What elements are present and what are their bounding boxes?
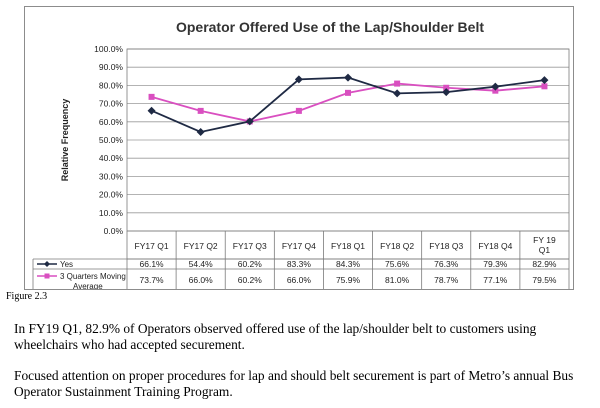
legend-key-marker [44, 273, 50, 279]
data-label: 73.7% [140, 275, 165, 285]
data-point [393, 89, 402, 98]
data-point [344, 73, 352, 82]
chart-title: Operator Offered Use of the Lap/Shoulder… [176, 19, 484, 35]
data-point [294, 75, 303, 84]
data-point [492, 87, 499, 94]
data-point [541, 83, 548, 90]
y-tick-label: 70.0% [99, 99, 124, 109]
x-tick-label: FY18 Q1 [331, 241, 365, 251]
chart-frame: Operator Offered Use of the Lap/Shoulder… [24, 6, 574, 290]
series-line-moving-average [151, 82, 545, 123]
data-label: 77.1% [483, 275, 508, 285]
y-tick-label: 50.0% [99, 135, 124, 145]
data-label: 78.7% [434, 275, 459, 285]
data-label: 66.0% [189, 275, 214, 285]
data-point [394, 80, 401, 87]
data-label: 60.2% [238, 259, 263, 269]
data-label: 66.0% [287, 275, 312, 285]
data-point [245, 117, 254, 126]
x-tick-label: FY17 Q1 [135, 241, 169, 251]
plot-area-border [126, 48, 570, 232]
data-label: 79.5% [532, 275, 557, 285]
y-tick-label: 100.0% [94, 44, 123, 54]
data-point [148, 93, 155, 100]
data-label: 60.2% [238, 275, 263, 285]
y-tick-label: 20.0% [99, 190, 124, 200]
y-tick-label: 0.0% [104, 226, 124, 236]
y-tick-label: 90.0% [99, 62, 124, 72]
data-label: 83.3% [287, 259, 312, 269]
line-chart: Operator Offered Use of the Lap/Shoulder… [32, 19, 570, 289]
x-tick-label: FY 19 Q1 [533, 235, 556, 255]
data-label: 54.4% [189, 259, 214, 269]
data-point [196, 127, 205, 136]
data-label: 79.3% [483, 259, 508, 269]
x-tick-label: FY18 Q3 [429, 241, 463, 251]
legend-label: 3 Quarters Moving Average [60, 272, 126, 289]
y-tick-label: 60.0% [99, 117, 124, 127]
data-label: 66.1% [140, 259, 165, 269]
data-point [442, 88, 451, 97]
data-point [540, 76, 549, 85]
data-label: 76.3% [434, 259, 459, 269]
data-point [345, 89, 351, 96]
data-label: 82.9% [532, 259, 557, 269]
data-label: 81.0% [385, 275, 410, 285]
data-label: 75.6% [385, 259, 410, 269]
figure-caption: Figure 2.3 [6, 291, 48, 302]
legend-label: Yes [60, 260, 73, 269]
y-tick-label: 10.0% [99, 208, 124, 218]
x-tick-label: FY17 Q2 [184, 241, 218, 251]
legend-key-marker [44, 261, 50, 267]
data-point [491, 82, 500, 91]
training-paragraph: Focused attention on proper procedures f… [14, 368, 574, 399]
data-label: 84.3% [336, 259, 361, 269]
data-point [147, 106, 156, 115]
y-axis-label: Relative Frequency [60, 99, 70, 182]
data-label: 75.9% [336, 275, 361, 285]
y-tick-label: 40.0% [99, 153, 124, 163]
x-tick-label: FY17 Q4 [282, 241, 316, 251]
data-point [295, 107, 302, 114]
data-point [197, 107, 204, 114]
x-tick-label: FY17 Q3 [233, 241, 267, 251]
x-tick-label: FY18 Q4 [478, 241, 512, 251]
summary-paragraph: In FY19 Q1, 82.9% of Operators observed … [14, 321, 537, 352]
x-tick-label: FY18 Q2 [380, 241, 414, 251]
y-tick-label: 30.0% [99, 171, 124, 181]
data-point [443, 84, 450, 91]
y-tick-label: 80.0% [99, 80, 124, 90]
